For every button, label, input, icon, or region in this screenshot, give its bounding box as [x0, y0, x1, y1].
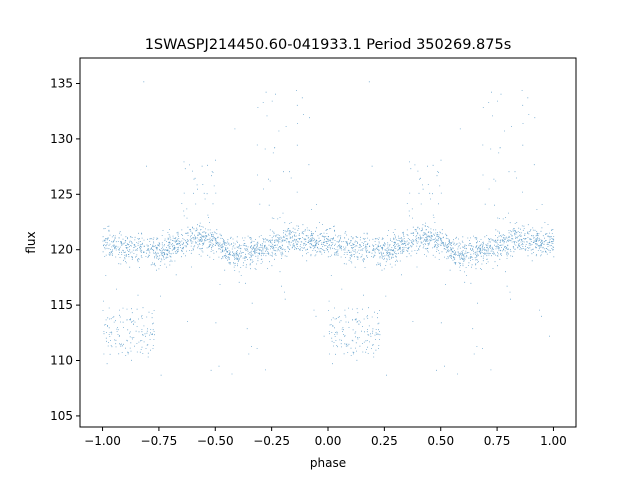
y-tick-label: 110 [50, 354, 73, 368]
x-tick-label: 1.00 [540, 434, 567, 448]
y-tick-label: 125 [50, 187, 73, 201]
y-tick-label: 115 [50, 298, 73, 312]
y-tick-label: 105 [50, 409, 73, 423]
x-tick-label: −1.00 [84, 434, 121, 448]
chart-title: 1SWASPJ214450.60-041933.1 Period 350269.… [145, 37, 512, 53]
y-axis: 105 110 115 120 125 130 135 [50, 76, 80, 423]
x-tick-label: −0.75 [141, 434, 178, 448]
y-tick-label: 135 [50, 76, 73, 90]
flux-points [102, 81, 555, 376]
x-axis-label: phase [310, 456, 346, 470]
x-tick-label: 0.75 [484, 434, 511, 448]
x-tick-label: 0.25 [371, 434, 398, 448]
x-tick-label: 0.00 [315, 434, 342, 448]
y-axis-label: flux [24, 231, 38, 253]
x-tick-label: −0.25 [253, 434, 290, 448]
y-tick-label: 120 [50, 243, 73, 257]
x-tick-label: 0.50 [427, 434, 454, 448]
data-points [102, 81, 555, 376]
y-tick-label: 130 [50, 132, 73, 146]
x-axis: −1.00 −0.75 −0.50 −0.25 0.00 0.25 0.50 0.75 1.00 [84, 427, 567, 448]
x-tick-label: −0.50 [197, 434, 234, 448]
